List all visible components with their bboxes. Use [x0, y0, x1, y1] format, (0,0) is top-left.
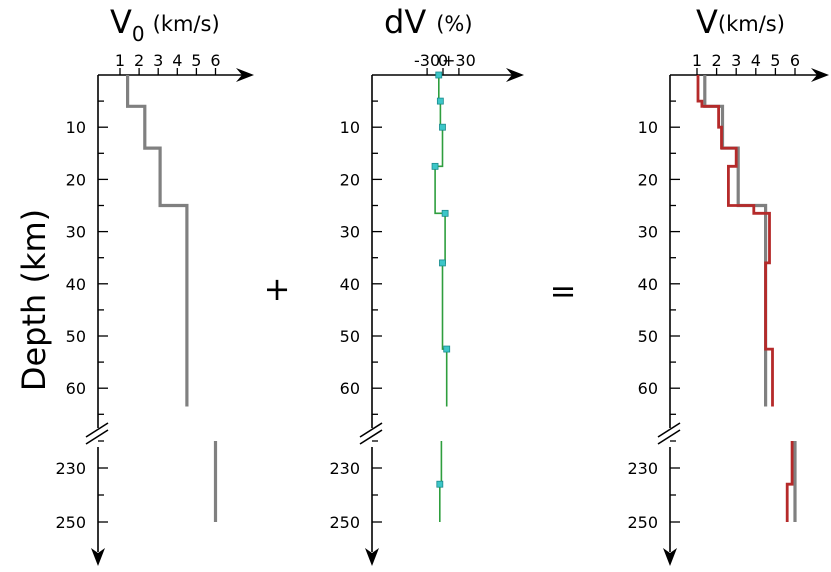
panel1-axis-break-mark	[85, 429, 109, 445]
panel2-y-tick-label: 60	[340, 379, 360, 398]
panel3-title: V(km/s)	[696, 3, 785, 41]
panel2-perturbation-node-marker	[435, 71, 443, 79]
panel2-x-axis-arrowhead	[506, 68, 524, 82]
panel1-y-tick-label: 250	[55, 513, 86, 532]
panel3-x-tick-label: 3	[731, 51, 741, 70]
equals-operator: =	[550, 272, 577, 310]
panel2-x-tick-label: 0	[438, 51, 448, 70]
panel3-x-tick-label: 1	[692, 51, 702, 70]
panel2-title: dV (%)	[384, 3, 473, 41]
panel2-y-tick-label: 30	[340, 223, 360, 242]
panel1-y-tick-label: 50	[66, 327, 86, 346]
panel1-x-tick-label: 1	[115, 51, 125, 70]
panel1-x-axis-arrowhead	[236, 68, 254, 82]
panel1-title: V0 (km/s)	[110, 3, 220, 46]
panel2-x-tick-label: -30	[414, 51, 440, 70]
panel3-x-tick-label: 2	[712, 51, 722, 70]
panel3-axis-break-mark	[657, 422, 681, 438]
panel2-y-axis-arrowhead	[365, 548, 379, 566]
panel2-y-tick-label: 20	[340, 170, 360, 189]
panel2-x-tick-label: +30	[442, 51, 476, 70]
panel3-x-tick-label: 5	[770, 51, 780, 70]
panel1-y-tick-label: 20	[66, 170, 86, 189]
panel2-perturbation-node-marker	[441, 209, 449, 217]
panel1-y-axis-arrowhead	[91, 548, 105, 566]
panel2-y-tick-label: 40	[340, 275, 360, 294]
panel1-x-tick-label: 2	[134, 51, 144, 70]
panel2-y-tick-label: 10	[340, 118, 360, 137]
panel2-perturbation-node-marker	[431, 162, 439, 170]
panel1-y-tick-label: 230	[55, 459, 86, 478]
panel2-y-tick-label: 50	[340, 327, 360, 346]
panel1-y-tick-label: 60	[66, 379, 86, 398]
panel2-axis-break-mark	[359, 429, 383, 445]
panel1-x-tick-label: 3	[153, 51, 163, 70]
plus-operator: +	[264, 270, 291, 308]
plot-layer: 1 2 3 4 5 6102030405060230250-300+30102030405…	[55, 51, 829, 566]
panel2-axis-break-mark	[359, 422, 383, 438]
panel2-perturbation-node-marker	[436, 97, 444, 105]
panel2-y-tick-label: 230	[329, 459, 360, 478]
panel2-y-tick-label: 250	[329, 513, 360, 532]
panel3-y-axis-arrowhead	[663, 548, 677, 566]
panel1-base-profile-line	[125, 75, 189, 407]
panel3-y-tick-label: 10	[638, 118, 658, 137]
panel2-perturbation-node-marker	[439, 259, 446, 267]
panel2-perturbation-profile-line	[434, 75, 448, 407]
panel3-axis-break-mark	[657, 429, 681, 445]
panel3-x-tick-label: 4	[751, 51, 761, 70]
panel3-result-profile-line	[696, 75, 774, 407]
panel3-x-tick-label: 6	[790, 51, 800, 70]
panel3-y-tick-label: 230	[627, 459, 658, 478]
panel3-y-tick-label: 30	[638, 223, 658, 242]
panel2-perturbation-node-marker	[443, 345, 451, 353]
panel1-y-tick-label: 10	[66, 118, 86, 137]
panel3-x-axis-arrowhead	[811, 68, 829, 82]
panel3-y-tick-label: 40	[638, 275, 658, 294]
panel2-perturbation-node-marker	[439, 123, 446, 131]
panel1-x-tick-label: 5	[191, 51, 201, 70]
panel1-y-tick-label: 30	[66, 223, 86, 242]
panel1-axis-break-mark	[85, 422, 109, 438]
panel3-y-tick-label: 50	[638, 327, 658, 346]
panel3-result-profile-line	[785, 441, 794, 522]
panel3-y-tick-label: 20	[638, 170, 658, 189]
panel2-perturbation-node-marker	[436, 480, 444, 488]
panel1-x-tick-label: 4	[172, 51, 182, 70]
panel1-x-tick-label: 6	[210, 51, 220, 70]
panel3-y-tick-label: 60	[638, 379, 658, 398]
panel3-base-profile-line	[703, 75, 768, 407]
panel3-y-tick-label: 250	[627, 513, 658, 532]
panel1-y-tick-label: 40	[66, 275, 86, 294]
y-axis-label: Depth (km)	[15, 209, 53, 391]
